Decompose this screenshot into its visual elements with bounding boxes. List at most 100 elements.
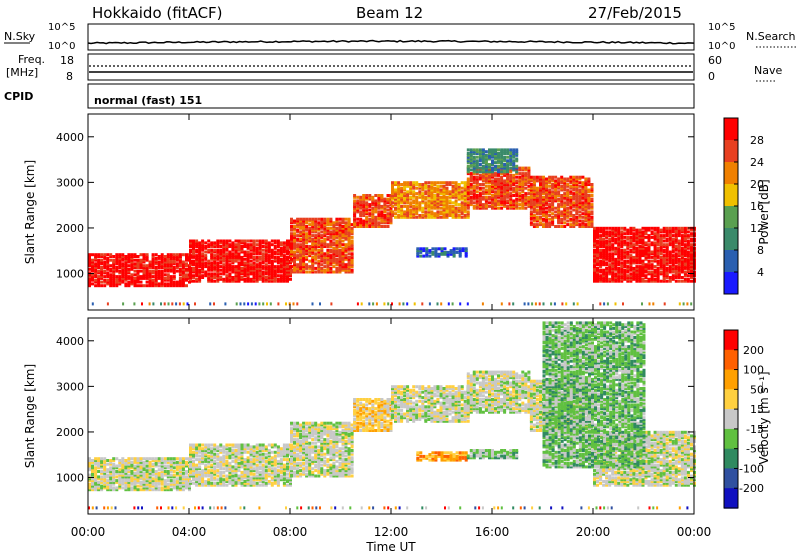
power-cell — [290, 270, 293, 274]
power-cell — [593, 257, 596, 261]
power-cell — [575, 183, 579, 186]
power-cell — [383, 221, 387, 225]
velocity-cell — [145, 488, 149, 492]
power-cell — [356, 221, 360, 225]
power-cell — [326, 232, 330, 236]
power-cell — [145, 273, 149, 277]
power-cell — [425, 254, 429, 258]
power-cell — [166, 282, 170, 286]
power-cell — [347, 230, 351, 234]
power-cell — [451, 212, 455, 216]
power-cell — [258, 263, 262, 267]
power-cell — [572, 215, 576, 219]
power-cell — [466, 302, 469, 306]
power-cell — [527, 204, 531, 208]
velocity-cell — [154, 471, 158, 475]
power-cell — [647, 234, 651, 238]
power-cell — [457, 186, 461, 190]
power-cell — [231, 276, 235, 279]
power-cell — [472, 159, 476, 163]
power-cell — [332, 226, 336, 230]
power-cell — [403, 192, 407, 196]
power-cell — [225, 248, 229, 252]
velocity-cell — [115, 479, 119, 483]
power-cell — [279, 241, 283, 245]
power-cell — [650, 277, 654, 281]
power-cell — [569, 186, 573, 190]
power-cell — [409, 214, 413, 217]
power-cell — [97, 278, 101, 282]
power-cell — [447, 302, 450, 306]
power-cell — [503, 157, 507, 161]
power-cell — [509, 197, 513, 201]
power-cell — [515, 186, 519, 190]
power-cell — [124, 278, 128, 282]
power-cell — [270, 255, 274, 259]
power-cell — [647, 265, 651, 269]
power-cell — [478, 199, 482, 203]
power-cell — [527, 188, 531, 192]
power-cell — [596, 255, 599, 259]
power-cell — [267, 245, 271, 248]
power-cell — [121, 262, 125, 266]
power-cell — [397, 186, 401, 190]
power-cell — [518, 206, 522, 210]
power-cell — [656, 248, 660, 252]
power-cell — [677, 241, 681, 245]
power-cell — [383, 217, 387, 221]
power-cell — [97, 262, 101, 266]
power-cell — [451, 194, 455, 197]
power-cell — [671, 245, 675, 248]
velocity-cell — [189, 467, 192, 471]
power-cell — [454, 206, 458, 210]
power-cell — [276, 257, 280, 261]
power-cell — [518, 172, 522, 176]
velocity-cell — [189, 474, 192, 478]
power-cell — [494, 168, 497, 172]
power-cell — [273, 252, 277, 256]
power-cell — [338, 250, 342, 254]
power-cell — [377, 215, 381, 219]
power-cell — [341, 219, 345, 223]
power-cell — [181, 280, 185, 284]
velocity-cell — [106, 473, 110, 477]
power-cell — [413, 302, 416, 306]
power-cell — [554, 206, 558, 210]
power-cell — [201, 266, 205, 270]
power-cell — [460, 194, 464, 197]
power-cell — [494, 166, 497, 170]
power-cell — [560, 204, 564, 208]
power-cell — [500, 206, 504, 210]
velocity-cell — [142, 486, 146, 490]
power-cell — [391, 184, 394, 188]
power-cell — [481, 173, 485, 177]
power-cell — [136, 262, 140, 266]
power-cell — [216, 250, 220, 254]
power-cell — [602, 230, 606, 234]
power-cell — [365, 195, 369, 199]
power-cell — [350, 248, 354, 252]
power-cell — [539, 188, 542, 192]
power-cell — [261, 265, 265, 269]
power-cell — [665, 259, 669, 263]
velocity-cell — [139, 475, 143, 479]
power-cell — [605, 268, 609, 272]
power-cell — [130, 260, 134, 264]
power-cell — [454, 190, 458, 194]
power-cell — [314, 230, 318, 234]
power-cell — [466, 201, 470, 205]
power-cell — [406, 212, 410, 216]
power-cell — [647, 239, 651, 243]
power-cell — [608, 272, 612, 276]
velocity-cell — [88, 460, 91, 464]
power-cell — [478, 173, 482, 177]
power-cell — [448, 183, 452, 186]
power-cell — [674, 255, 678, 259]
power-cell — [686, 279, 690, 283]
power-cell — [611, 265, 615, 269]
power-cell — [647, 270, 651, 274]
power-cell — [529, 215, 533, 219]
power-cell — [109, 276, 113, 280]
power-cell — [506, 177, 510, 181]
